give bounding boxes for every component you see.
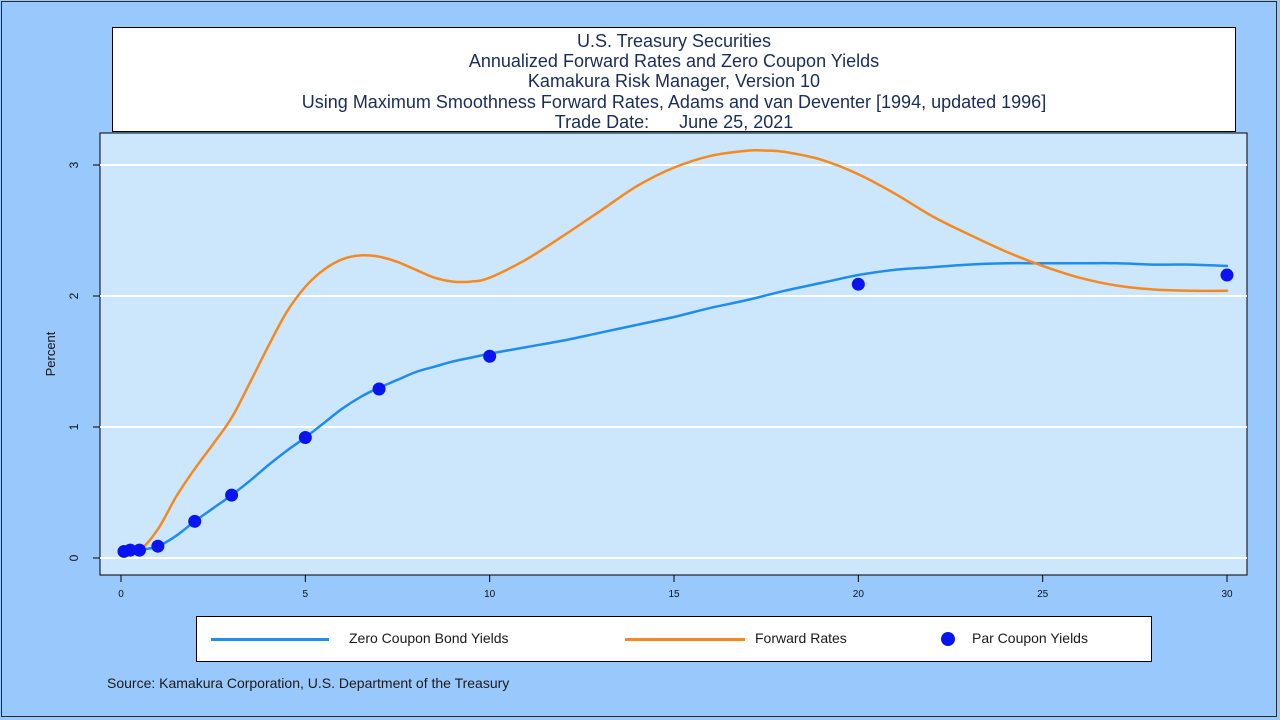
series-line-forward-rates (119, 148, 1229, 554)
legend: Zero Coupon Bond Yields Forward Rates Pa… (196, 616, 1152, 662)
title-line-5: Trade Date: June 25, 2021 (554, 111, 794, 132)
y-tick-label-1: 1 (67, 423, 81, 430)
y-tick-label-2: 2 (67, 292, 81, 299)
x-tick-label-5: 5 (303, 589, 309, 600)
legend-label-par-coupon: Par Coupon Yields (972, 630, 1088, 646)
par-coupon-point-8 (483, 349, 497, 363)
legend-swatch-zero-coupon (211, 638, 329, 641)
x-tick-label-25: 25 (1037, 589, 1049, 600)
y-axis: 0 1 2 3 (67, 161, 100, 561)
par-coupon-point-1 (123, 543, 137, 557)
series-group (117, 148, 1234, 558)
par-coupon-point-6 (298, 430, 312, 444)
par-coupon-point-4 (188, 514, 202, 528)
title-line-2: Annualized Forward Rates and Zero Coupon… (468, 51, 880, 72)
x-tick-label-15: 15 (668, 589, 680, 600)
x-axis: 0 5 10 15 20 25 30 (118, 575, 1233, 600)
par-coupon-point-2 (132, 543, 146, 557)
plot-area (99, 132, 1248, 576)
y-axis-label: Percent (43, 331, 58, 376)
legend-item-par-coupon: Par Coupon Yields (937, 617, 1147, 661)
par-coupon-point-9 (851, 277, 865, 291)
title-line-4: Using Maximum Smoothness Forward Rates, … (301, 91, 1047, 112)
x-tick-label-0: 0 (118, 589, 124, 600)
legend-item-zero-coupon: Zero Coupon Bond Yields (197, 617, 517, 661)
x-tick-label-20: 20 (853, 589, 865, 600)
legend-label-zero-coupon: Zero Coupon Bond Yields (349, 630, 509, 646)
x-tick-label-30: 30 (1221, 589, 1233, 600)
legend-label-forward-rates: Forward Rates (755, 630, 847, 646)
y-tick-label-0: 0 (67, 554, 81, 561)
source-note: Source: Kamakura Corporation, U.S. Depar… (107, 675, 510, 691)
par-coupon-point-3 (151, 539, 165, 553)
legend-item-forward-rates: Forward Rates (617, 617, 877, 661)
title-line-1: U.S. Treasury Securities (576, 31, 772, 51)
par-coupon-point-7 (372, 382, 386, 396)
chart-title-box: U.S. Treasury Securities Annualized Forw… (112, 27, 1236, 132)
legend-swatch-forward-rates (625, 638, 745, 641)
par-coupon-point-10 (1220, 268, 1234, 282)
title-line-3: Kamakura Risk Manager, Version 10 (527, 71, 821, 92)
y-tick-label-3: 3 (67, 161, 81, 168)
grid-lines (100, 164, 1247, 559)
x-tick-label-10: 10 (484, 589, 496, 600)
par-coupon-point-5 (225, 488, 239, 502)
legend-swatch-par-coupon (941, 632, 955, 646)
